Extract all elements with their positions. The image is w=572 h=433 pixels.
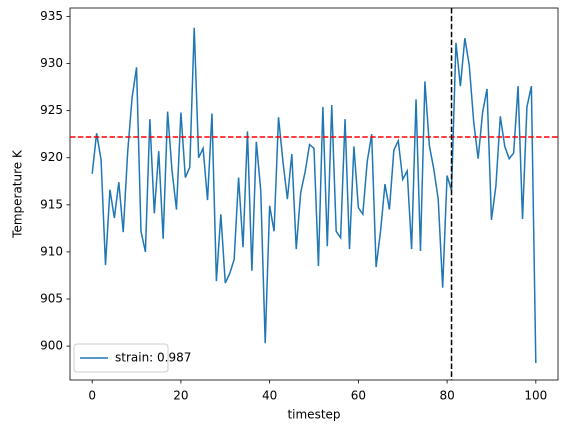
data-line <box>91 27 537 364</box>
legend-label: strain: 0.987 <box>115 351 191 365</box>
y-tick-label: 900 <box>40 339 63 353</box>
x-axis-label: timestep <box>287 408 340 422</box>
y-tick-label: 905 <box>40 292 63 306</box>
plot-frame <box>69 7 559 381</box>
x-tick-label: 20 <box>173 389 188 403</box>
y-tick-label: 920 <box>40 150 63 164</box>
y-tick-label: 935 <box>40 9 63 23</box>
x-tick-label: 80 <box>439 389 454 403</box>
y-axis-label: Temperature K <box>11 149 25 239</box>
y-tick-label: 925 <box>40 103 63 117</box>
x-tick-label: 0 <box>88 389 96 403</box>
x-tick-label: 40 <box>262 389 277 403</box>
y-tick-label: 910 <box>40 244 63 258</box>
y-tick-label: 915 <box>40 197 63 211</box>
y-tick-label: 930 <box>40 56 63 70</box>
legend-box <box>73 343 169 373</box>
x-tick-label: 100 <box>524 389 547 403</box>
x-tick-label: 60 <box>351 389 366 403</box>
